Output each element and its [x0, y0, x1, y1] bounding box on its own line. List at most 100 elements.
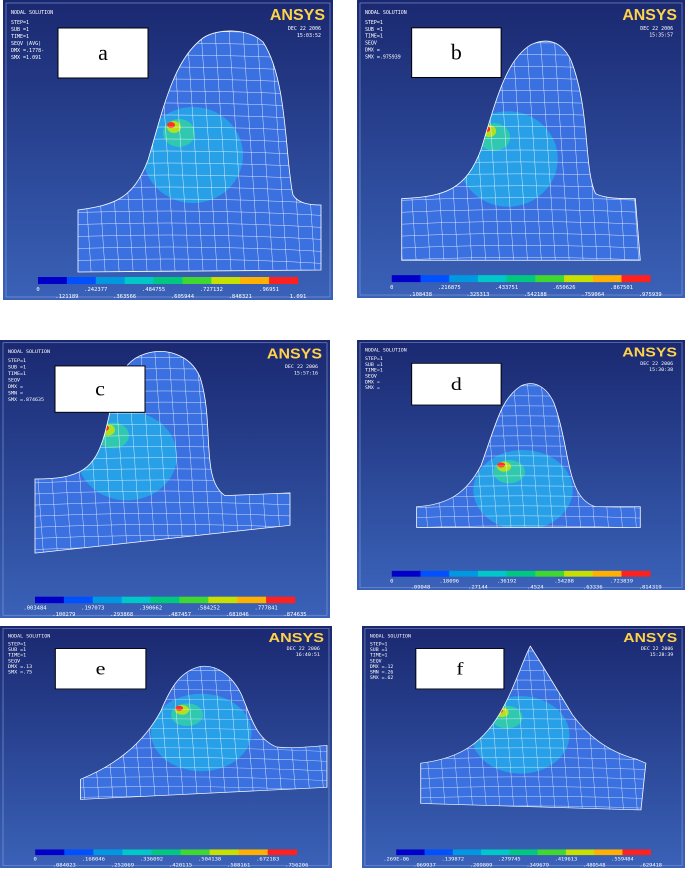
legend-label: .168046	[82, 857, 105, 862]
mesh-line	[153, 351, 175, 554]
mesh-line	[78, 210, 321, 217]
legend-label: .336092	[140, 857, 163, 862]
legend-label: .420115	[169, 863, 192, 868]
mesh-line	[78, 234, 321, 241]
legend-label: .777841	[255, 606, 278, 612]
mesh-line	[78, 258, 321, 265]
legend-band	[66, 277, 97, 284]
info-line: SMX =.75	[8, 670, 32, 675]
info-line: DMX =.13	[8, 664, 32, 669]
ansys-logo: ANSYS	[267, 346, 322, 362]
info-line: TIME=1	[365, 34, 383, 40]
mesh-line	[240, 30, 262, 272]
legend-label: .672183	[256, 857, 279, 862]
legend-band	[477, 570, 507, 577]
mesh-line	[78, 198, 321, 205]
mesh-line	[416, 405, 641, 411]
legend-label: .293868	[110, 612, 133, 618]
legend-band	[565, 849, 595, 856]
mesh-line	[35, 490, 290, 496]
ansys-logo: ANSYS	[270, 7, 325, 24]
mesh-line	[416, 475, 641, 481]
header: NODAL SOLUTION	[11, 10, 53, 16]
mesh-line	[416, 485, 641, 491]
frame	[2, 342, 328, 616]
legend-band	[535, 275, 565, 283]
model-outline	[34, 351, 291, 554]
ansys-panel: NODAL SOLUTION STEP=1 SUB =1 TIME=1 SEQV (AV…	[3, 0, 333, 300]
ansys-panel: NODAL SOLUTION STEP=1 SUB =1 TIME=1 SEQV DMX …	[0, 340, 330, 618]
stress-region	[175, 705, 184, 711]
mesh-line	[401, 137, 641, 144]
info-line: SMX =.62	[370, 676, 394, 681]
legend-band	[151, 849, 181, 856]
ansys-panel: NODAL SOLUTION STEP=1 SUB =1 TIME=1 SEQV DMX …	[357, 0, 685, 298]
legend-band	[564, 570, 594, 577]
info-line: TIME=1	[370, 653, 388, 658]
legend-label: .605944	[171, 294, 195, 300]
legend-label: 0	[34, 857, 37, 862]
mesh-line	[526, 646, 547, 810]
legend-band	[267, 849, 298, 856]
info-line: TIME=1	[8, 371, 26, 377]
legend-band	[537, 849, 567, 856]
legend-label: .63336	[583, 585, 603, 590]
legend-label: .759064	[581, 292, 605, 298]
mesh-line	[537, 41, 559, 261]
mesh-line	[416, 505, 641, 511]
info-line: SUB =1	[11, 27, 29, 33]
ansys-logo: ANSYS	[622, 346, 677, 361]
legend-label: .874635	[283, 612, 306, 618]
header: NODAL SOLUTION	[365, 10, 407, 16]
mesh-line	[420, 776, 646, 782]
info-line: SUB =1	[365, 27, 383, 33]
mesh-line	[181, 351, 203, 554]
legend-label: 1.091	[290, 294, 307, 300]
info-line: SMX =	[365, 386, 380, 391]
legend-label: 0	[390, 579, 393, 584]
info-line: SUB =1	[370, 647, 388, 652]
legend-label: .419613	[555, 857, 578, 862]
legend-band	[182, 277, 212, 284]
legend-band	[211, 277, 241, 284]
legend-label: .325313	[466, 292, 489, 298]
legend-label: .197073	[81, 606, 104, 612]
mesh-line	[495, 383, 517, 528]
legend-band	[150, 596, 180, 604]
ansys-panel: NODAL SOLUTION STEP=1 SUB =1 TIME=1 SEQV DMX …	[0, 626, 332, 868]
mesh-line	[80, 776, 327, 782]
time: 16:40:51	[296, 652, 320, 657]
header: NODAL SOLUTION	[8, 349, 50, 355]
legend-band	[209, 849, 239, 856]
legend-band	[506, 275, 536, 283]
legend-label: .27144	[468, 585, 488, 590]
label-box	[411, 362, 502, 406]
legend-band	[238, 849, 269, 856]
panel-label: c	[95, 377, 105, 400]
mesh-line	[401, 245, 641, 251]
info-line: SEQV	[8, 659, 20, 664]
legend-band	[396, 849, 425, 856]
mesh-line	[509, 383, 531, 528]
mesh-line	[80, 786, 327, 791]
legend-band	[240, 277, 270, 284]
legend-band	[481, 849, 510, 856]
mesh-line	[401, 161, 641, 168]
mesh-line	[401, 113, 641, 120]
legend-band	[420, 570, 450, 577]
legend-band	[269, 277, 299, 284]
legend-band	[424, 849, 454, 856]
info-line: SEQV	[370, 659, 382, 664]
legend-label: .121189	[55, 294, 78, 300]
mesh-line	[401, 257, 641, 261]
info-line: SUB =1	[8, 365, 26, 371]
mesh-line	[80, 747, 327, 753]
legend-label: .4524	[527, 585, 543, 590]
label-box	[54, 648, 147, 690]
mesh-line	[401, 54, 641, 60]
legend-band	[92, 596, 122, 604]
mesh-line	[401, 66, 641, 72]
legend-label: .814319	[639, 585, 662, 590]
